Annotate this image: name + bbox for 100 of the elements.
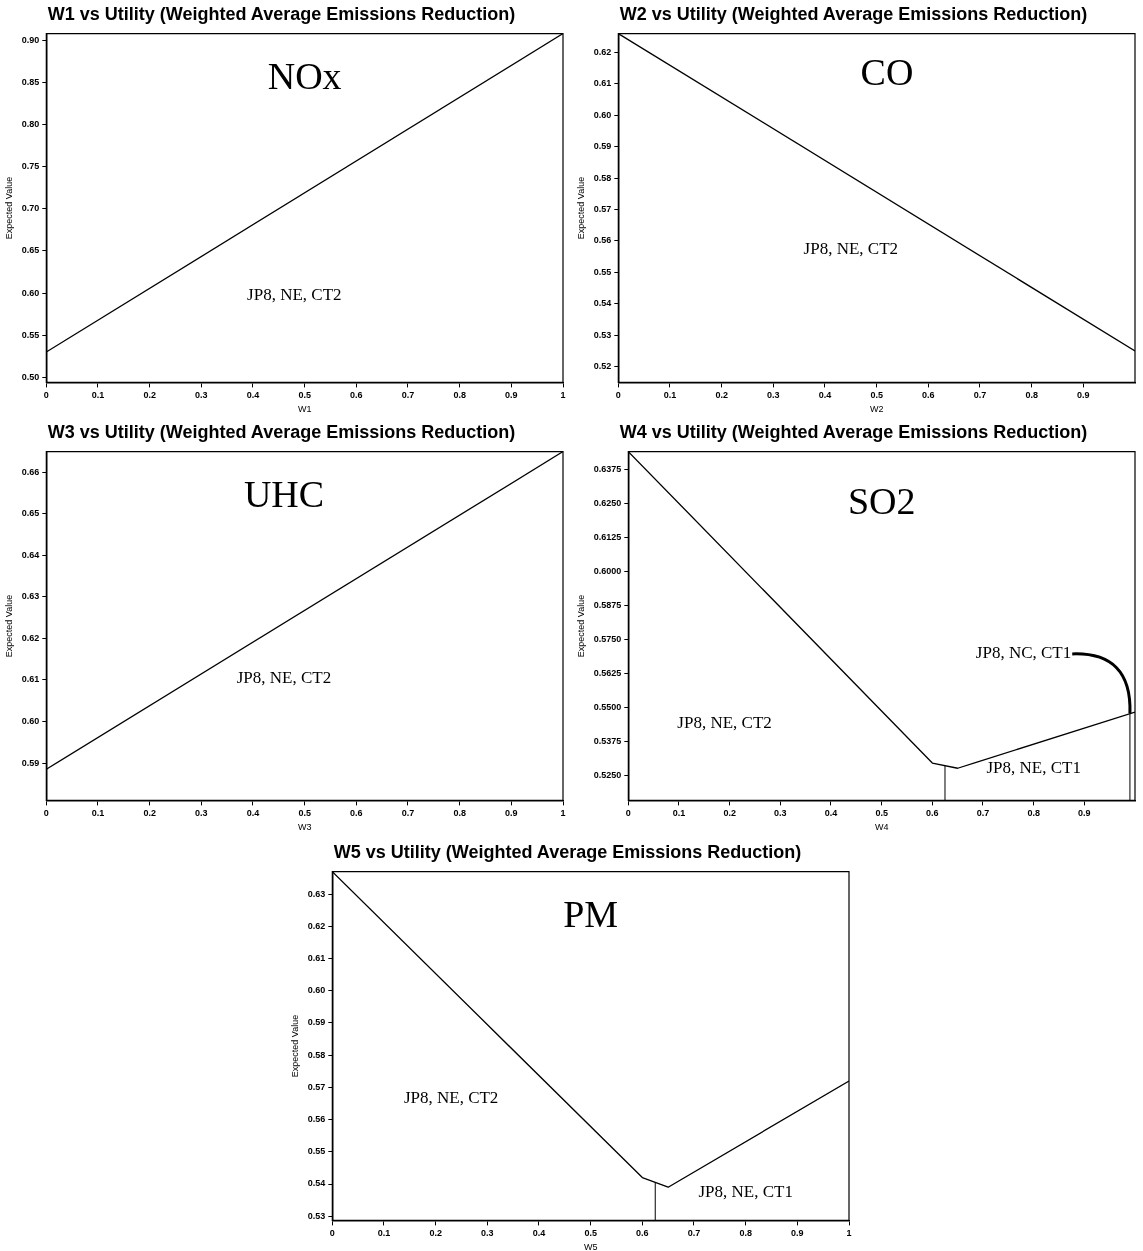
x-tick-label: 0.4 — [824, 808, 838, 819]
y-tick-label: 0.5250 — [593, 770, 622, 781]
x-axis-title: W2 — [869, 404, 884, 415]
y-tick-label: 0.52 — [593, 361, 612, 372]
y-tick-label: 0.56 — [593, 235, 612, 246]
y-tick-label: 0.53 — [307, 1210, 326, 1221]
y-tick-label: 0.57 — [307, 1081, 326, 1092]
y-tick-label: 0.55 — [21, 329, 40, 340]
x-tick-label: 0.9 — [505, 808, 518, 819]
x-tick-label: 0.5 — [875, 808, 888, 819]
y-tick-label: 0.60 — [307, 985, 326, 996]
x-tick-label: 0 — [625, 808, 631, 819]
y-tick-label: 0.58 — [307, 1049, 326, 1060]
y-tick-label: 0.58 — [593, 172, 612, 183]
x-tick-label: 0.4 — [818, 390, 832, 401]
y-tick-label: 0.55 — [307, 1146, 326, 1157]
x-tick-label: 1 — [560, 808, 566, 819]
y-tick-label: 0.90 — [21, 34, 40, 45]
y-tick-label: 0.70 — [21, 203, 40, 214]
annotation: JP8, NE, CT2 — [236, 667, 332, 687]
x-tick-label: 0.2 — [143, 390, 156, 401]
y-tick-label: 0.75 — [21, 161, 40, 172]
x-tick-label: 0.1 — [91, 390, 105, 401]
y-tick-label: 0.6000 — [593, 565, 622, 576]
x-tick-label: 0.4 — [532, 1228, 546, 1239]
x-tick-label: 0.6 — [350, 390, 363, 401]
y-tick-label: 0.5750 — [593, 634, 622, 645]
x-tick-label: 0.8 — [453, 390, 466, 401]
x-tick-label: 0.5 — [298, 390, 311, 401]
x-tick-label: 0.7 — [976, 808, 990, 819]
x-tick-label: 0.4 — [246, 390, 260, 401]
x-tick-label: 0 — [329, 1228, 335, 1239]
x-tick-label: 0.7 — [401, 808, 415, 819]
x-tick-label: 0.3 — [195, 390, 208, 401]
x-tick-label: 0.8 — [739, 1228, 752, 1239]
x-tick-label: 0.2 — [429, 1228, 442, 1239]
y-tick-label: 0.53 — [593, 329, 612, 340]
y-tick-label: 0.62 — [593, 46, 612, 57]
y-tick-label: 0.54 — [307, 1178, 326, 1189]
y-tick-label: 0.59 — [21, 757, 40, 768]
y-tick-label: 0.63 — [21, 591, 40, 602]
x-tick-label: 0.2 — [715, 390, 728, 401]
y-tick-label: 0.80 — [21, 119, 40, 130]
x-tick-label: 1 — [560, 390, 566, 401]
annotation: JP8, NE, CT2 — [677, 713, 772, 733]
y-tick-label: 0.5625 — [593, 668, 622, 679]
annotation: JP8, NE, CT2 — [247, 284, 342, 304]
x-tick-label: 0.3 — [767, 390, 780, 401]
y-tick-label: 0.65 — [21, 245, 40, 256]
annotation: CO — [860, 51, 914, 94]
x-tick-label: 0.9 — [1077, 390, 1090, 401]
x-tick-label: 0.1 — [377, 1228, 391, 1239]
x-tick-label: 0.9 — [505, 390, 518, 401]
x-tick-label: 0.3 — [774, 808, 787, 819]
y-tick-label: 0.65 — [21, 508, 40, 519]
annotation: PM — [563, 892, 619, 935]
chart-title: W2 vs Utility (Weighted Average Emissions Reduction) — [619, 3, 1088, 24]
annotation: JP8, NC, CT1 — [975, 643, 1072, 663]
y-tick-label: 0.54 — [593, 298, 612, 309]
y-tick-label: 0.61 — [307, 953, 326, 964]
x-tick-label: 0 — [43, 390, 49, 401]
x-tick-label: 0.5 — [870, 390, 883, 401]
y-tick-label: 0.56 — [307, 1114, 326, 1125]
x-tick-label: 0.8 — [453, 808, 466, 819]
annotation: JP8, NE, CT1 — [986, 758, 1081, 778]
y-axis-title: Expected Value — [3, 176, 14, 240]
y-tick-label: 0.66 — [21, 466, 40, 477]
x-tick-label: 0.6 — [350, 808, 363, 819]
x-tick-label: 0.3 — [481, 1228, 494, 1239]
y-tick-label: 0.55 — [593, 266, 612, 277]
y-tick-label: 0.57 — [593, 204, 612, 215]
y-tick-label: 0.6125 — [593, 531, 622, 542]
x-tick-label: 1 — [846, 1228, 852, 1239]
y-tick-label: 0.61 — [21, 674, 40, 685]
x-tick-label: 0.5 — [584, 1228, 597, 1239]
x-tick-label: 0.6 — [922, 390, 935, 401]
x-tick-label: 0.7 — [401, 390, 415, 401]
x-tick-label: 0.4 — [246, 808, 260, 819]
y-tick-label: 0.5375 — [593, 736, 622, 747]
y-tick-label: 0.6375 — [593, 463, 622, 474]
y-tick-label: 0.5875 — [593, 600, 622, 611]
annotation: JP8, NE, CT2 — [403, 1087, 499, 1107]
x-axis-title: W4 — [874, 822, 889, 833]
x-tick-label: 0.6 — [926, 808, 939, 819]
y-tick-label: 0.62 — [21, 632, 40, 643]
y-tick-label: 0.5500 — [593, 702, 622, 713]
annotation: JP8, NE, CT1 — [698, 1181, 793, 1201]
annotation: SO2 — [847, 479, 916, 522]
x-tick-label: 0.8 — [1027, 808, 1040, 819]
x-tick-label: 0.9 — [1078, 808, 1091, 819]
y-axis-title: Expected Value — [575, 176, 586, 240]
chart-title: W4 vs Utility (Weighted Average Emissions Reduction) — [619, 421, 1088, 442]
x-axis-title: W3 — [297, 822, 312, 833]
y-tick-label: 0.60 — [593, 109, 612, 120]
y-tick-label: 0.64 — [21, 549, 40, 560]
y-tick-label: 0.50 — [21, 371, 40, 382]
y-tick-label: 0.60 — [21, 715, 40, 726]
x-tick-label: 0.2 — [723, 808, 736, 819]
y-tick-label: 0.59 — [593, 141, 612, 152]
x-tick-label: 0.7 — [687, 1228, 701, 1239]
